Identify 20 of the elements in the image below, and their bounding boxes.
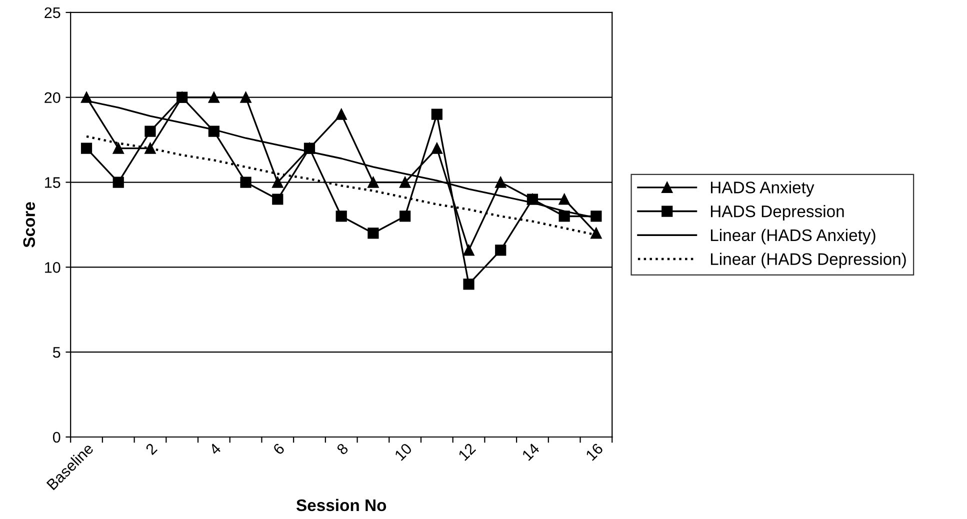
x-tick-label: 10	[394, 442, 413, 461]
legend-label: HADS Depression	[710, 205, 844, 221]
legend-label: HADS Anxiety	[710, 181, 814, 197]
x-tick-label: 12	[458, 442, 476, 461]
x-tick-label: 14	[522, 442, 540, 461]
y-tick-label: 0	[52, 432, 60, 443]
y-axis-title: Score	[23, 202, 36, 248]
y-tick-label: 5	[52, 347, 60, 358]
x-tick-label: 16	[585, 442, 604, 461]
y-tick-label: 20	[44, 92, 60, 104]
legend-label: Linear (HADS Anxiety)	[710, 228, 876, 244]
y-tick-label: 15	[45, 177, 60, 188]
y-tick-label: 10	[45, 262, 60, 273]
x-tick-label: 6	[272, 442, 286, 456]
legend-label: Linear (HADS Depression)	[710, 252, 906, 268]
y-tick-label: 25	[44, 7, 60, 18]
x-tick-label: 4	[208, 442, 222, 456]
x-tick-label: 2	[145, 442, 158, 456]
x-tick-label: 8	[336, 442, 349, 456]
x-axis-title: Session No	[296, 498, 386, 512]
